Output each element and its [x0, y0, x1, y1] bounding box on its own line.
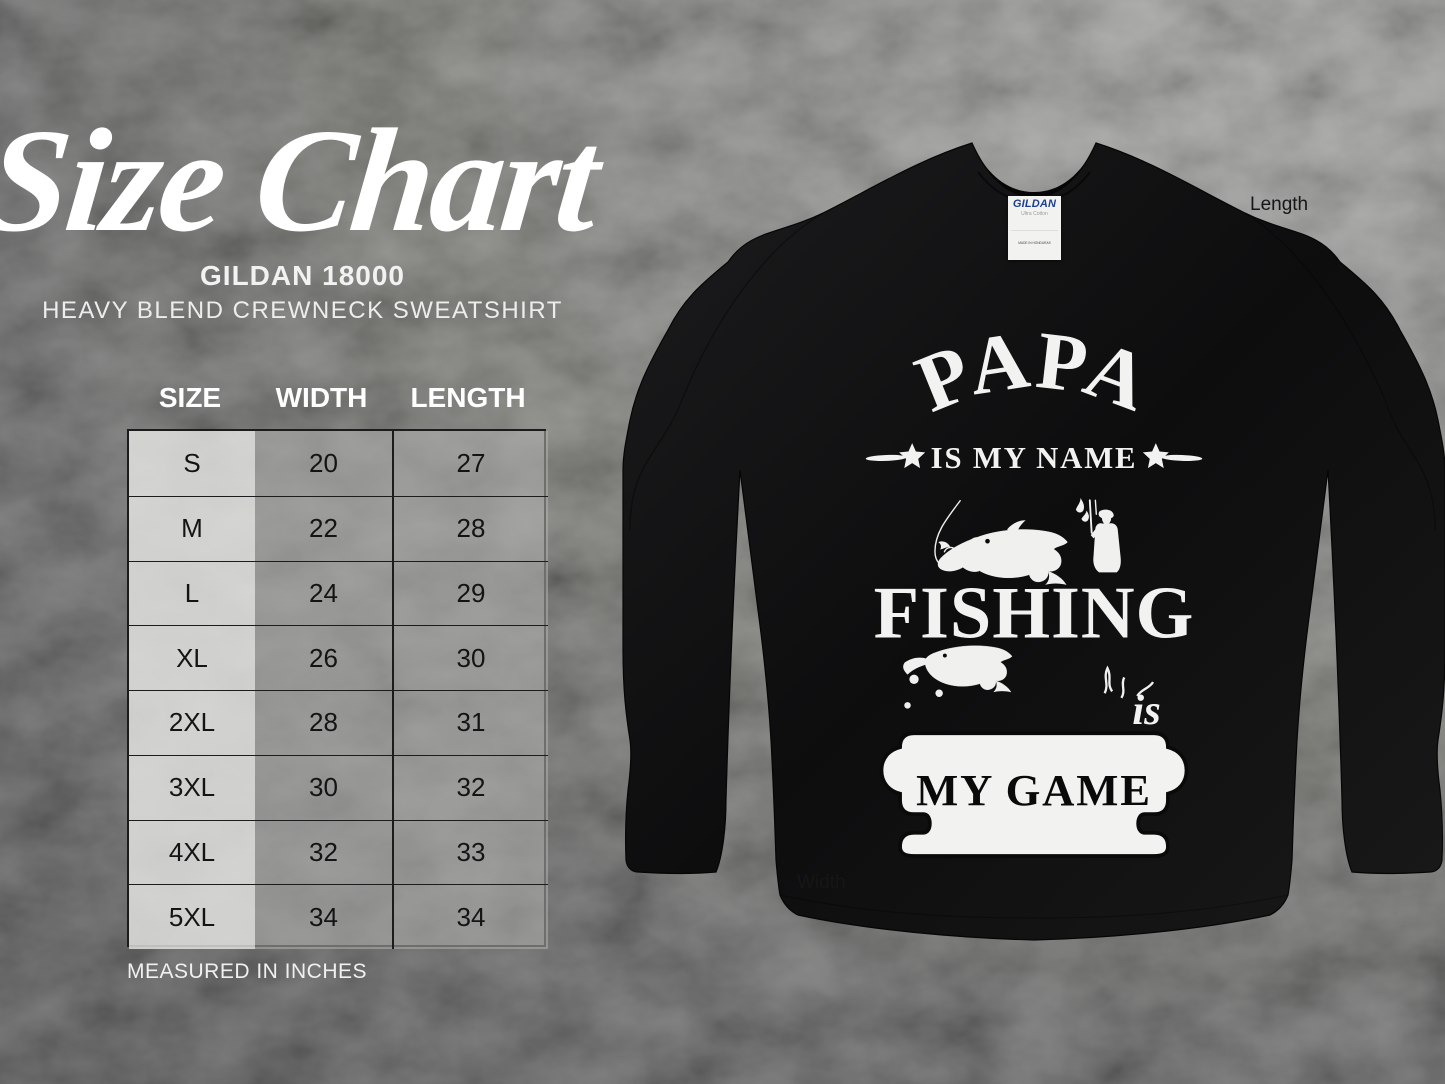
svg-text:is: is [1132, 687, 1161, 734]
svg-text:MY GAME: MY GAME [916, 765, 1152, 815]
svg-text:IS MY NAME: IS MY NAME [931, 441, 1138, 475]
svg-text:PAPA: PAPA [904, 313, 1163, 429]
svg-text:FISHING: FISHING [874, 572, 1195, 654]
